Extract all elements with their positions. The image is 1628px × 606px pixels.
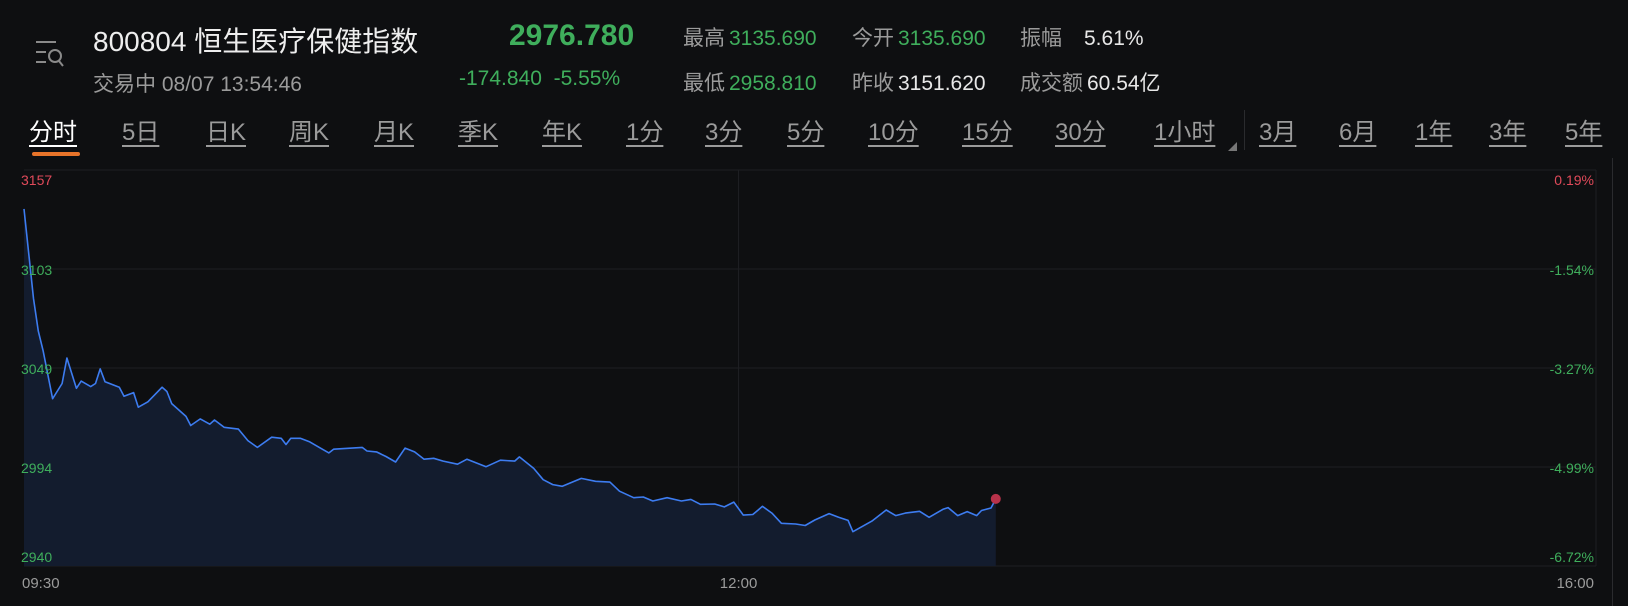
stat-prev-close: 昨收 3151.620 bbox=[852, 72, 986, 95]
menu-search-icon[interactable] bbox=[34, 38, 66, 68]
intraday-chart[interactable]: 3157 0.19% 3103 -1.54% 3049 -3.27% 2994 -4.99% 2… bbox=[0, 160, 1612, 606]
tab-13[interactable]: 1小时 bbox=[1154, 119, 1216, 146]
tab-3[interactable]: 周K bbox=[289, 119, 330, 146]
status-text: 交易中 bbox=[93, 73, 156, 96]
price-change: -174.840 -5.55% bbox=[459, 67, 620, 91]
y-tick-label: 3103 bbox=[21, 262, 52, 278]
y-tick-label-right: -4.99% bbox=[1550, 460, 1594, 476]
panel-divider bbox=[1612, 158, 1613, 606]
y-tick-label: 2994 bbox=[21, 460, 52, 476]
x-tick-label: 09:30 bbox=[22, 575, 60, 592]
tab-11[interactable]: 15分 bbox=[962, 119, 1013, 146]
y-tick-label-right: -1.54% bbox=[1550, 262, 1594, 278]
tab-0[interactable]: 分时 bbox=[29, 119, 77, 146]
tab-12[interactable]: 30分 bbox=[1055, 119, 1106, 146]
tab-16[interactable]: 1年 bbox=[1415, 119, 1453, 146]
y-tick-label: 3049 bbox=[21, 361, 52, 377]
tab-10[interactable]: 10分 bbox=[868, 119, 919, 146]
stat-high: 最高 3135.690 bbox=[683, 27, 817, 50]
tab-14[interactable]: 3月 bbox=[1259, 119, 1297, 146]
active-tab-indicator bbox=[32, 152, 80, 156]
tab-8[interactable]: 3分 bbox=[705, 119, 743, 146]
tab-6[interactable]: 年K bbox=[542, 119, 583, 146]
x-tick-label: 16:00 bbox=[1556, 575, 1594, 592]
index-title: 800804 恒生医疗保健指数 bbox=[93, 20, 418, 60]
tab-9[interactable]: 5分 bbox=[787, 119, 825, 146]
index-name: 恒生医疗保健指数 bbox=[194, 26, 419, 57]
tab-5[interactable]: 季K bbox=[458, 119, 499, 146]
tab-4[interactable]: 月K bbox=[374, 119, 415, 146]
current-price: 2976.780 bbox=[509, 19, 635, 52]
change-percent: -5.55% bbox=[553, 67, 621, 90]
stat-low: 最低 2958.810 bbox=[683, 72, 817, 95]
dropdown-triangle-icon[interactable] bbox=[1228, 142, 1237, 151]
change-value: -174.840 bbox=[459, 67, 542, 90]
tab-15[interactable]: 6月 bbox=[1339, 119, 1377, 146]
price-line bbox=[23, 208, 997, 533]
trade-status: 交易中 08/07 13:54:46 bbox=[93, 68, 302, 98]
tab-17[interactable]: 3年 bbox=[1489, 119, 1527, 146]
y-tick-label-right: -3.27% bbox=[1550, 361, 1594, 377]
y-tick-label-right: 0.19% bbox=[1554, 172, 1594, 188]
tab-18[interactable]: 5年 bbox=[1565, 119, 1603, 146]
index-code: 800804 bbox=[93, 26, 187, 57]
stat-open: 今开 3135.690 bbox=[852, 27, 986, 50]
price-area bbox=[24, 208, 996, 566]
stat-amplitude: 振幅 5.61% bbox=[1020, 27, 1144, 50]
tab-1[interactable]: 5日 bbox=[122, 119, 160, 146]
tab-7[interactable]: 1分 bbox=[626, 119, 664, 146]
tab-divider bbox=[1244, 110, 1245, 150]
y-tick-label: 2940 bbox=[21, 549, 52, 565]
x-tick-label: 12:00 bbox=[720, 575, 758, 592]
datetime: 08/07 13:54:46 bbox=[161, 73, 302, 96]
tab-2[interactable]: 日K bbox=[206, 119, 247, 146]
stat-turnover: 成交额 60.54亿 bbox=[1020, 72, 1161, 95]
last-price-marker bbox=[990, 493, 1001, 504]
y-tick-label-right: -6.72% bbox=[1550, 549, 1594, 565]
y-tick-label: 3157 bbox=[21, 172, 52, 188]
